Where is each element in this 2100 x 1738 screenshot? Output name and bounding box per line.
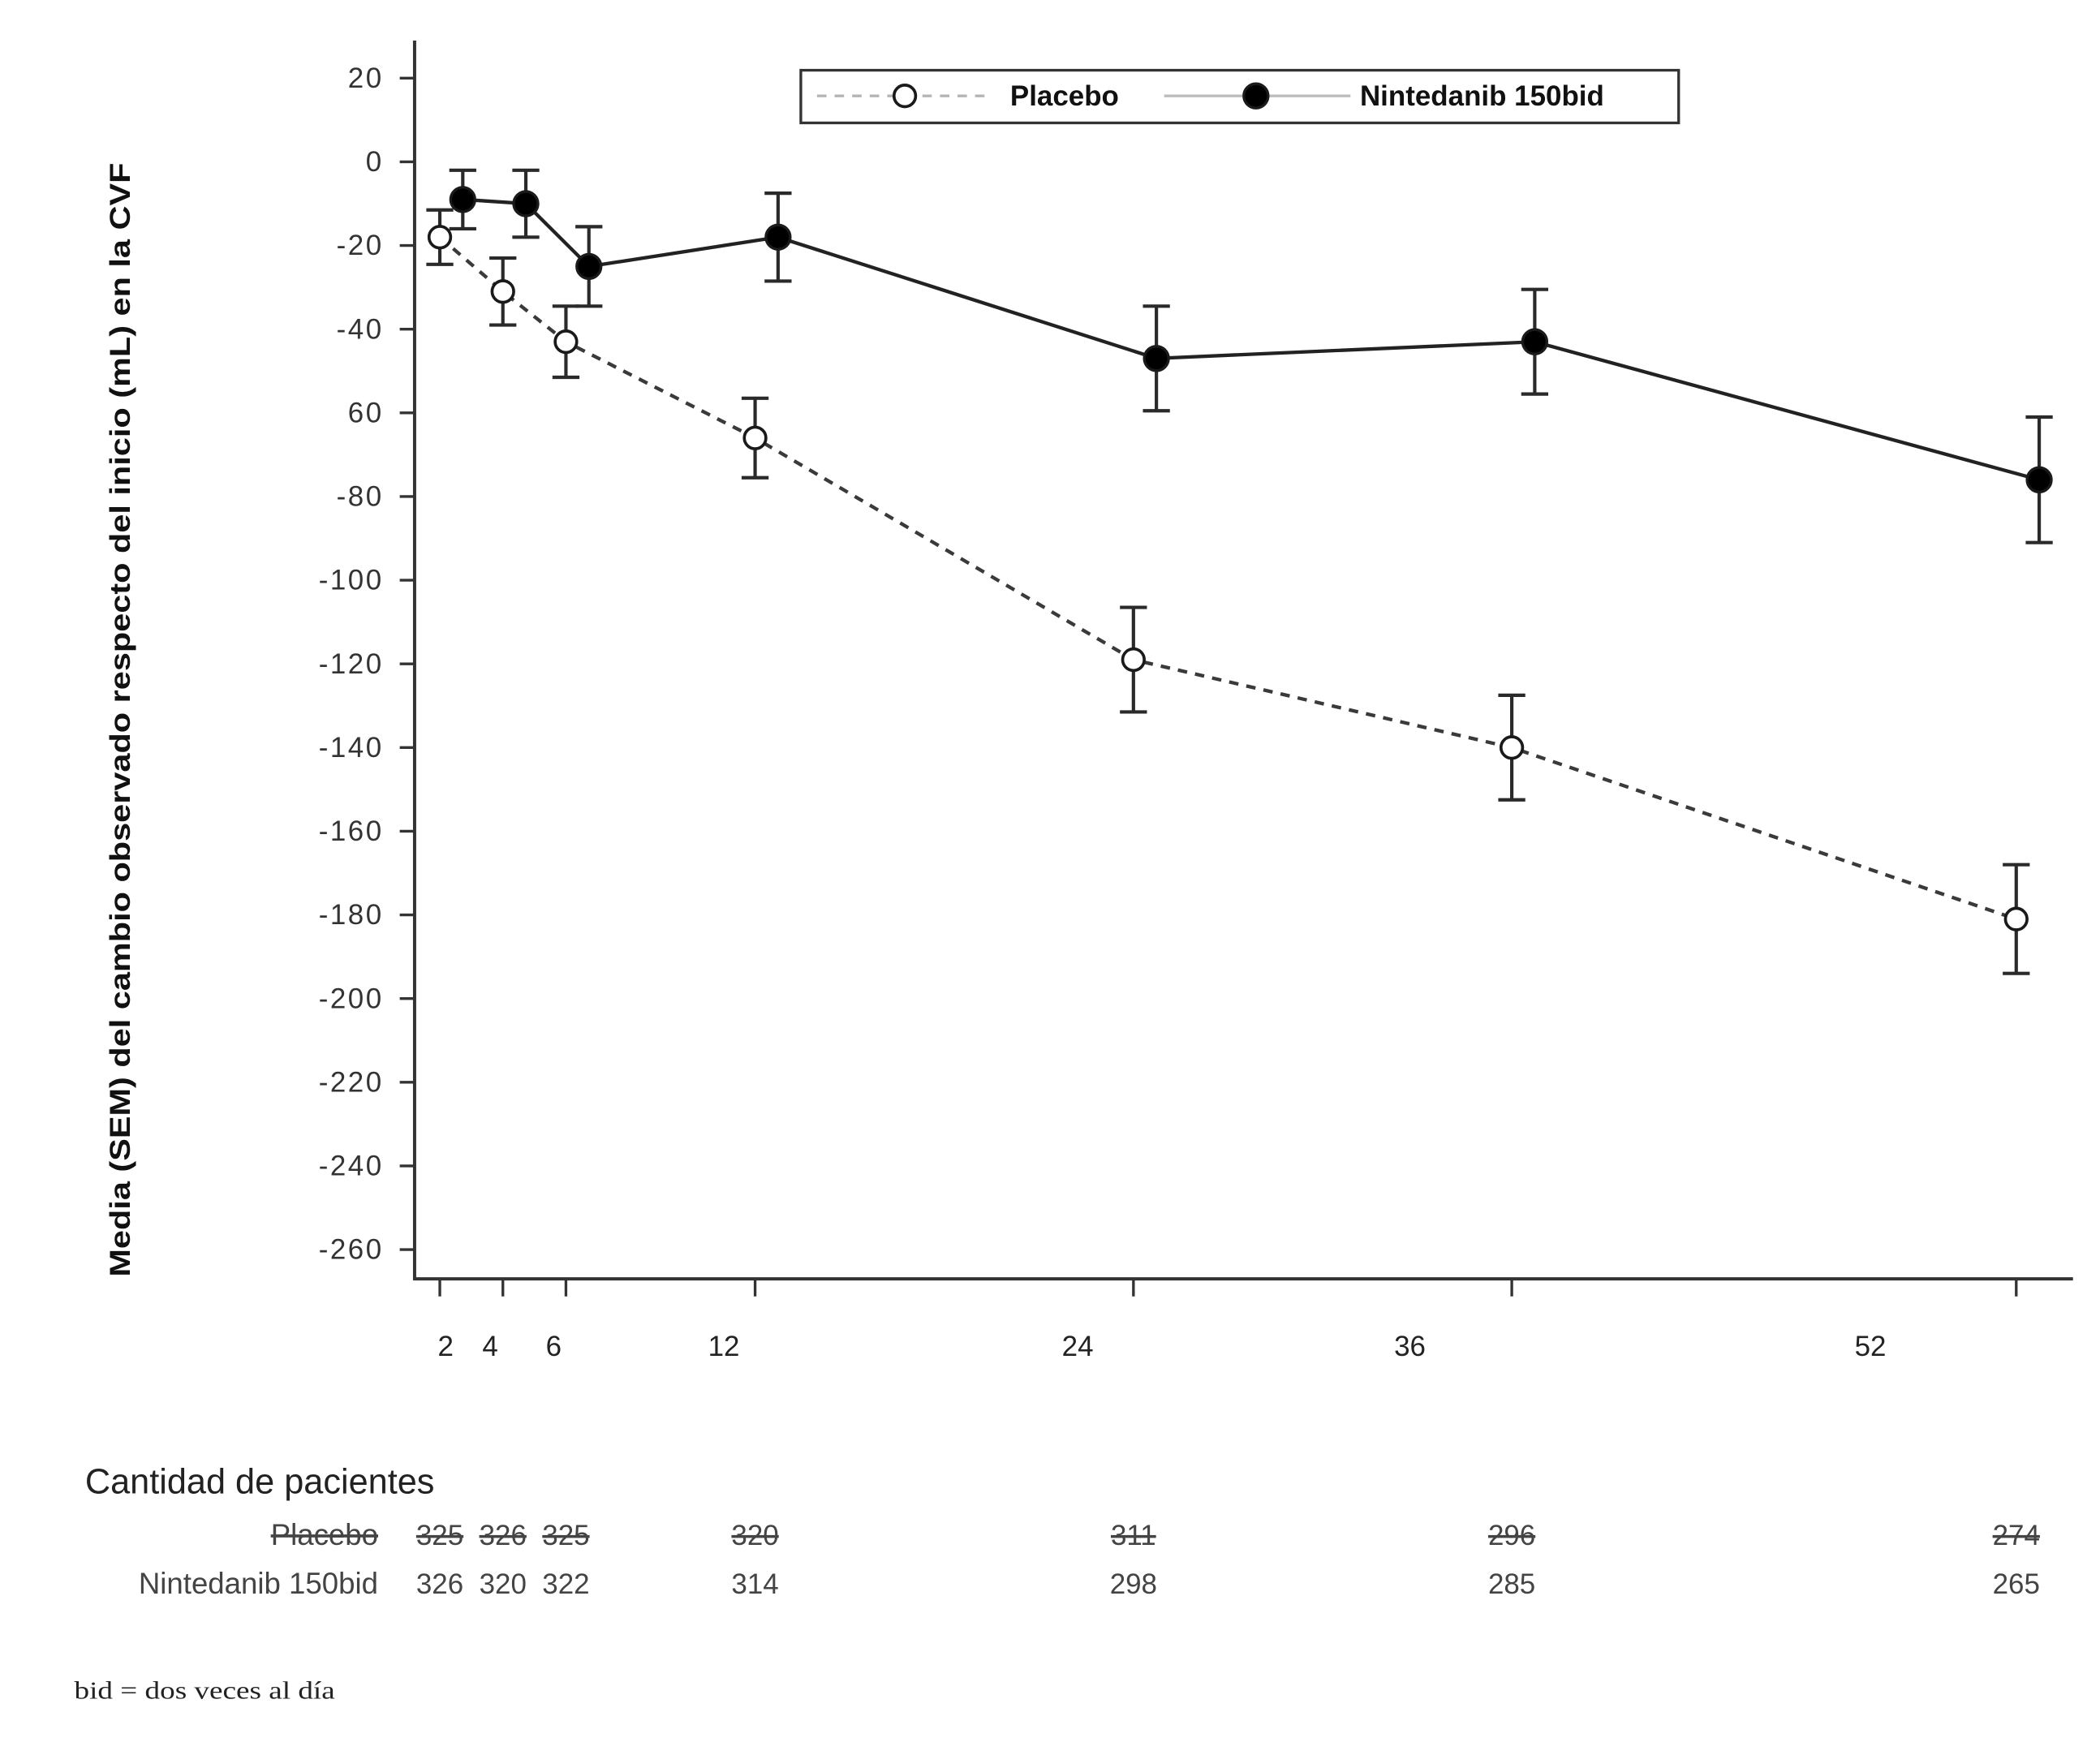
y-tick-label: -180 bbox=[319, 899, 384, 931]
y-tick-label: -140 bbox=[319, 732, 384, 764]
x-tick-label: 6 bbox=[546, 1331, 562, 1362]
patient-count: 320 bbox=[480, 1568, 527, 1600]
data-point-placebo bbox=[1121, 647, 1146, 673]
y-tick-label: -80 bbox=[337, 481, 384, 513]
data-point-nintedanib-150bid bbox=[449, 186, 476, 213]
patient-count: 265 bbox=[1993, 1568, 2040, 1600]
y-tick-label: 0 bbox=[366, 146, 384, 178]
y-tick-label: 20 bbox=[348, 62, 384, 94]
y-tick-label: -220 bbox=[319, 1066, 384, 1098]
x-tick-label: 36 bbox=[1394, 1331, 1426, 1362]
data-point-nintedanib-150bid bbox=[1143, 345, 1170, 372]
data-point-placebo bbox=[1499, 735, 1525, 760]
error-bars bbox=[426, 168, 2053, 975]
x-tick-label: 52 bbox=[1855, 1331, 1887, 1362]
legend-label-placebo: Placebo bbox=[1010, 80, 1119, 112]
patients-table: Cantidad de pacientes Placebo Nintedanib… bbox=[85, 1463, 2040, 1600]
y-tick-label: -200 bbox=[319, 983, 384, 1014]
data-point-placebo bbox=[742, 425, 768, 450]
data-point-nintedanib-150bid bbox=[575, 252, 603, 281]
x-tick-label: 24 bbox=[1062, 1331, 1094, 1362]
y-tick-label: -100 bbox=[319, 565, 384, 596]
patient-count: 311 bbox=[1111, 1520, 1156, 1551]
legend: Placebo Nintedanib 150bid bbox=[799, 68, 1680, 125]
y-tick-label: -240 bbox=[319, 1151, 384, 1182]
data-point-placebo bbox=[2003, 906, 2029, 931]
data-point-nintedanib-150bid bbox=[2025, 466, 2053, 493]
patient-count: 326 bbox=[416, 1568, 463, 1600]
patients-row-label-nintedanib: Nintedanib 150bid bbox=[139, 1567, 378, 1600]
patient-count: 285 bbox=[1488, 1568, 1535, 1600]
y-tick-label: 60 bbox=[348, 397, 384, 428]
data-point-nintedanib-150bid bbox=[1521, 328, 1549, 355]
patient-count: 322 bbox=[542, 1568, 589, 1600]
patients-row-label-placebo: Placebo bbox=[271, 1518, 378, 1551]
y-tick-label: -160 bbox=[319, 815, 384, 847]
patient-count: 326 bbox=[480, 1520, 527, 1551]
patient-count: 320 bbox=[731, 1520, 778, 1551]
data-point-nintedanib-150bid bbox=[764, 223, 792, 251]
legend-marker-placebo bbox=[892, 84, 918, 109]
data-point-placebo bbox=[553, 329, 579, 355]
data-point-nintedanib-150bid bbox=[512, 190, 540, 217]
data-point-placebo bbox=[427, 225, 453, 250]
patients-counts: 325 326 325 320 311 296 274 326 320 322 314 298 285 2… bbox=[416, 1520, 2040, 1600]
footnote: bid = dos veces al día bbox=[75, 1677, 336, 1705]
axes: 20 0 -20 -40 60 -80 -100 -120 -140 -160 -180 -200 -2… bbox=[319, 40, 2073, 1362]
x-tick-label: 4 bbox=[482, 1331, 497, 1362]
patient-count: 298 bbox=[1110, 1568, 1157, 1600]
x-tick-label: 2 bbox=[438, 1331, 454, 1362]
patient-count: 325 bbox=[416, 1520, 463, 1551]
data-points bbox=[427, 186, 2053, 931]
y-tick-label: -120 bbox=[319, 648, 384, 680]
patient-count: 274 bbox=[1993, 1520, 2040, 1551]
patient-count: 325 bbox=[542, 1520, 589, 1551]
patients-table-title: Cantidad de pacientes bbox=[85, 1463, 435, 1502]
x-tick-label: 12 bbox=[708, 1331, 740, 1362]
legend-label-nintedanib: Nintedanib 150bid bbox=[1360, 80, 1604, 112]
y-tick-label: -40 bbox=[337, 313, 384, 345]
patient-count: 296 bbox=[1488, 1520, 1535, 1551]
legend-marker-nintedanib bbox=[1242, 82, 1270, 110]
data-point-placebo bbox=[490, 279, 515, 304]
patient-count: 314 bbox=[731, 1568, 778, 1600]
y-tick-label: -260 bbox=[319, 1234, 384, 1266]
y-axis-title: Media (SEM) del cambio observado respect… bbox=[105, 163, 136, 1277]
y-tick-label: -20 bbox=[337, 230, 384, 261]
